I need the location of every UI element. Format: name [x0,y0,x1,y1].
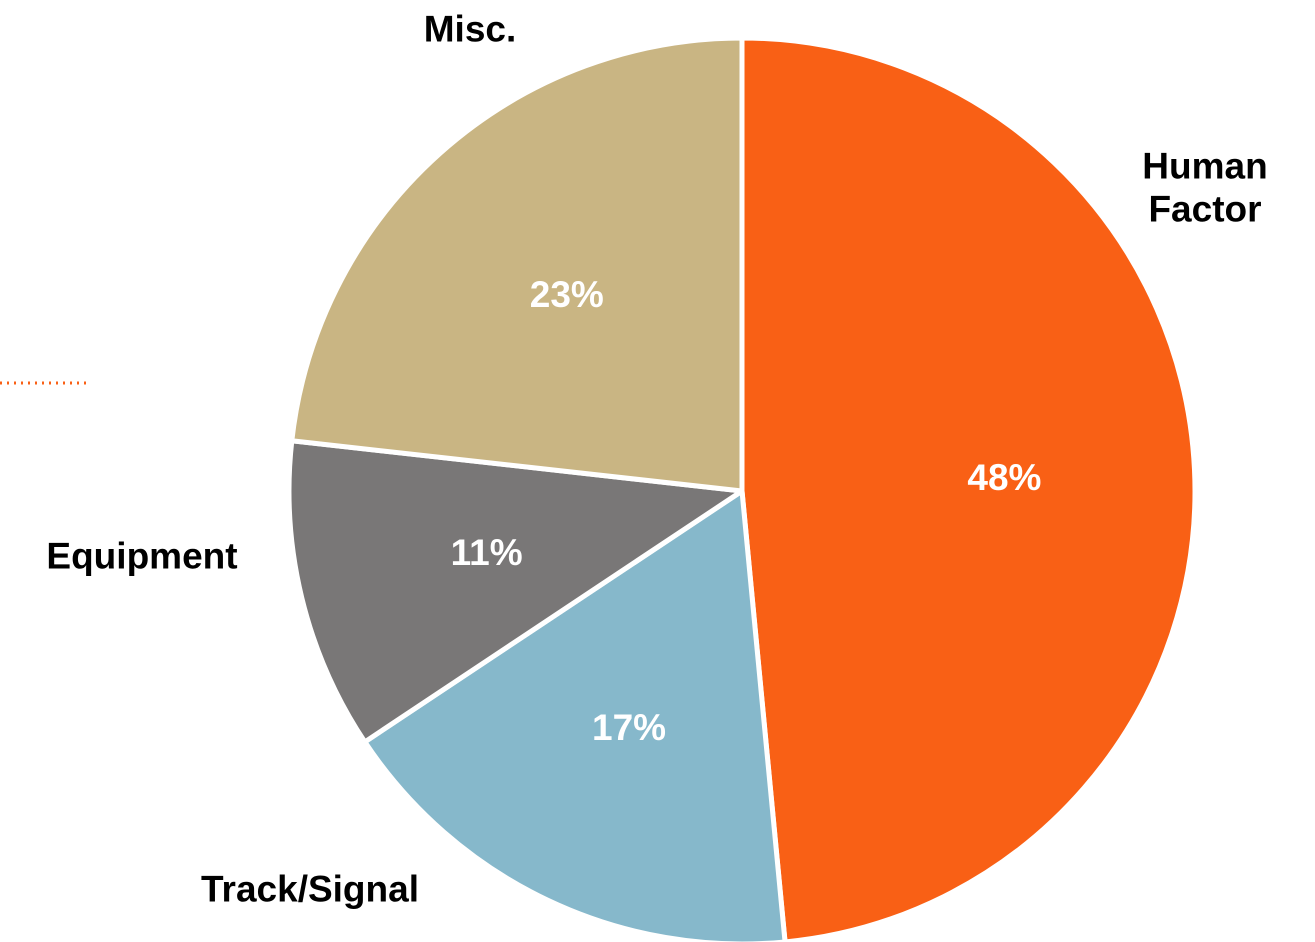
category-label: Equipment [46,535,238,577]
value-label: 48% [967,457,1042,499]
category-label: Track/Signal [201,868,419,910]
value-label: 17% [592,707,667,749]
category-label: Human Factor [1142,145,1268,229]
pie-slice [286,438,745,745]
pie-slice [289,35,745,494]
pie-slice [362,488,788,942]
value-label: 23% [529,274,604,316]
pie-slice [739,35,1198,942]
value-label: 11% [450,531,523,573]
category-label: Misc. [423,8,517,50]
